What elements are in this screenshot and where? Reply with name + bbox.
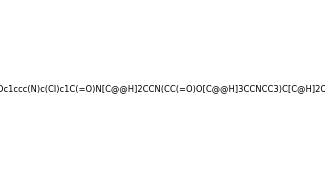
Text: COc1ccc(N)c(Cl)c1C(=O)N[C@@H]2CCN(CC(=O)O[C@@H]3CCNCC3)C[C@H]2OC: COc1ccc(N)c(Cl)c1C(=O)N[C@@H]2CCN(CC(=O)… xyxy=(0,85,325,93)
